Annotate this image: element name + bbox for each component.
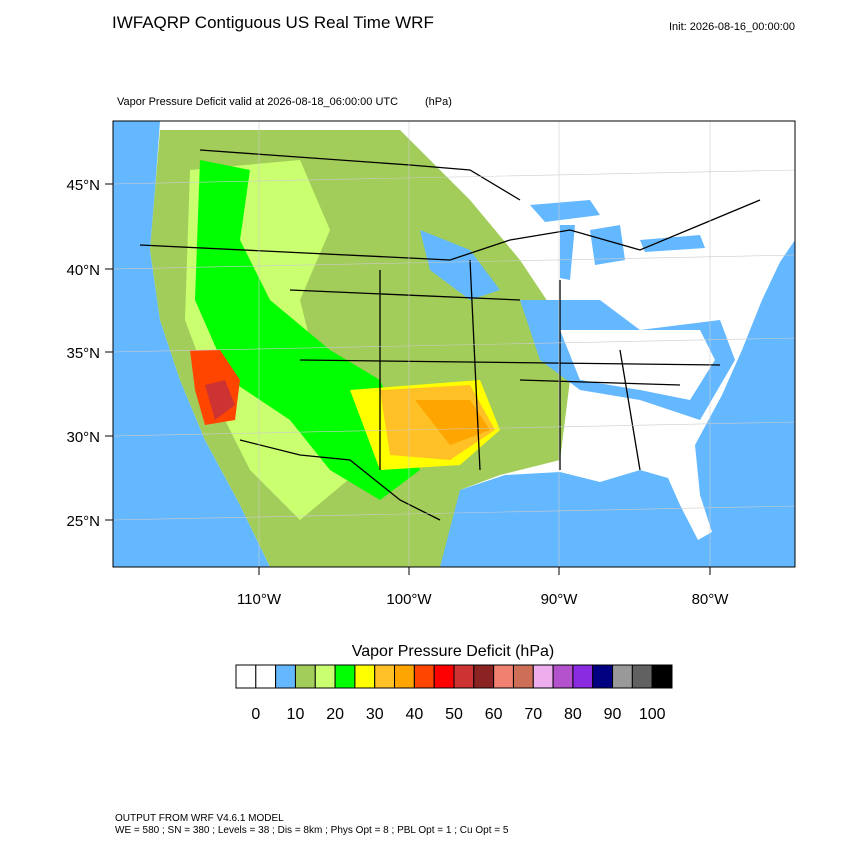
init-time: Init: 2026-08-16_00:00:00 <box>669 21 795 33</box>
borders <box>139 149 761 521</box>
colorbar-tick-label: 100 <box>639 706 666 723</box>
colorbar-box <box>275 664 296 689</box>
lat-label: 45°N <box>66 177 100 194</box>
footer-line: OUTPUT FROM WRF V4.6.1 MODEL <box>115 813 284 824</box>
lon-label: 80°W <box>692 591 730 608</box>
colorbar-box <box>394 664 415 689</box>
colorbar-box <box>314 664 336 689</box>
colorbar-box <box>334 664 356 689</box>
colorbar-tick-label: 40 <box>405 706 423 723</box>
footer-line: WE = 580 ; SN = 380 ; Levels = 38 ; Dis … <box>115 825 509 836</box>
colorbar-tick-label: 30 <box>366 706 384 723</box>
colorbar-box <box>612 664 633 689</box>
map-frame <box>112 120 796 568</box>
colorbar-box <box>532 664 554 689</box>
units: (hPa) <box>425 96 452 108</box>
colorbar-box <box>493 664 514 689</box>
colorbar-tick-label: 90 <box>604 706 622 723</box>
field-darkorange <box>415 400 490 445</box>
lat-label: 35°N <box>66 345 100 362</box>
colorbar-title: Vapor Pressure Deficit (hPa) <box>352 643 554 660</box>
colorbar-tick-label: 10 <box>287 706 305 723</box>
colorbar-box <box>235 664 257 689</box>
colorbar-box <box>572 664 594 689</box>
colorbar-box <box>651 664 673 689</box>
colorbar-box <box>413 664 435 689</box>
lon-label: 100°W <box>386 591 432 608</box>
great-lakes <box>530 200 705 280</box>
colorbar-box <box>592 664 614 689</box>
colorbar-box <box>512 664 534 689</box>
colorbar-box <box>552 664 574 689</box>
colorbar-box <box>255 664 277 689</box>
field-red-core <box>205 380 235 420</box>
grid <box>113 121 795 567</box>
colorbar-box <box>631 664 653 689</box>
colorbar-tick-label: 70 <box>524 706 542 723</box>
colorbar-box <box>473 664 495 689</box>
colorbar-tick-label: 20 <box>326 706 344 723</box>
colorbar-tick-label: 60 <box>485 706 503 723</box>
title: IWFAQRP Contiguous US Real Time WRF <box>112 13 434 32</box>
colorbar-tick-label: 80 <box>564 706 582 723</box>
map <box>112 120 796 568</box>
colorbar-box <box>453 664 475 689</box>
colorbar-box <box>374 664 396 689</box>
lat-label: 25°N <box>66 513 100 530</box>
field-blue-north <box>420 230 500 300</box>
lon-label: 110°W <box>237 591 282 608</box>
subtitle: Vapor Pressure Deficit valid at 2026-08-… <box>117 96 398 108</box>
colorbar-tick-label: 0 <box>251 706 260 723</box>
colorbar-box <box>294 664 316 689</box>
lat-label: 40°N <box>66 262 100 279</box>
colorbar-box <box>433 664 455 689</box>
lon-label: 90°W <box>541 591 579 608</box>
colorbar-tick-label: 50 <box>445 706 463 723</box>
lat-label: 30°N <box>66 429 100 446</box>
colorbar-box <box>354 664 376 689</box>
